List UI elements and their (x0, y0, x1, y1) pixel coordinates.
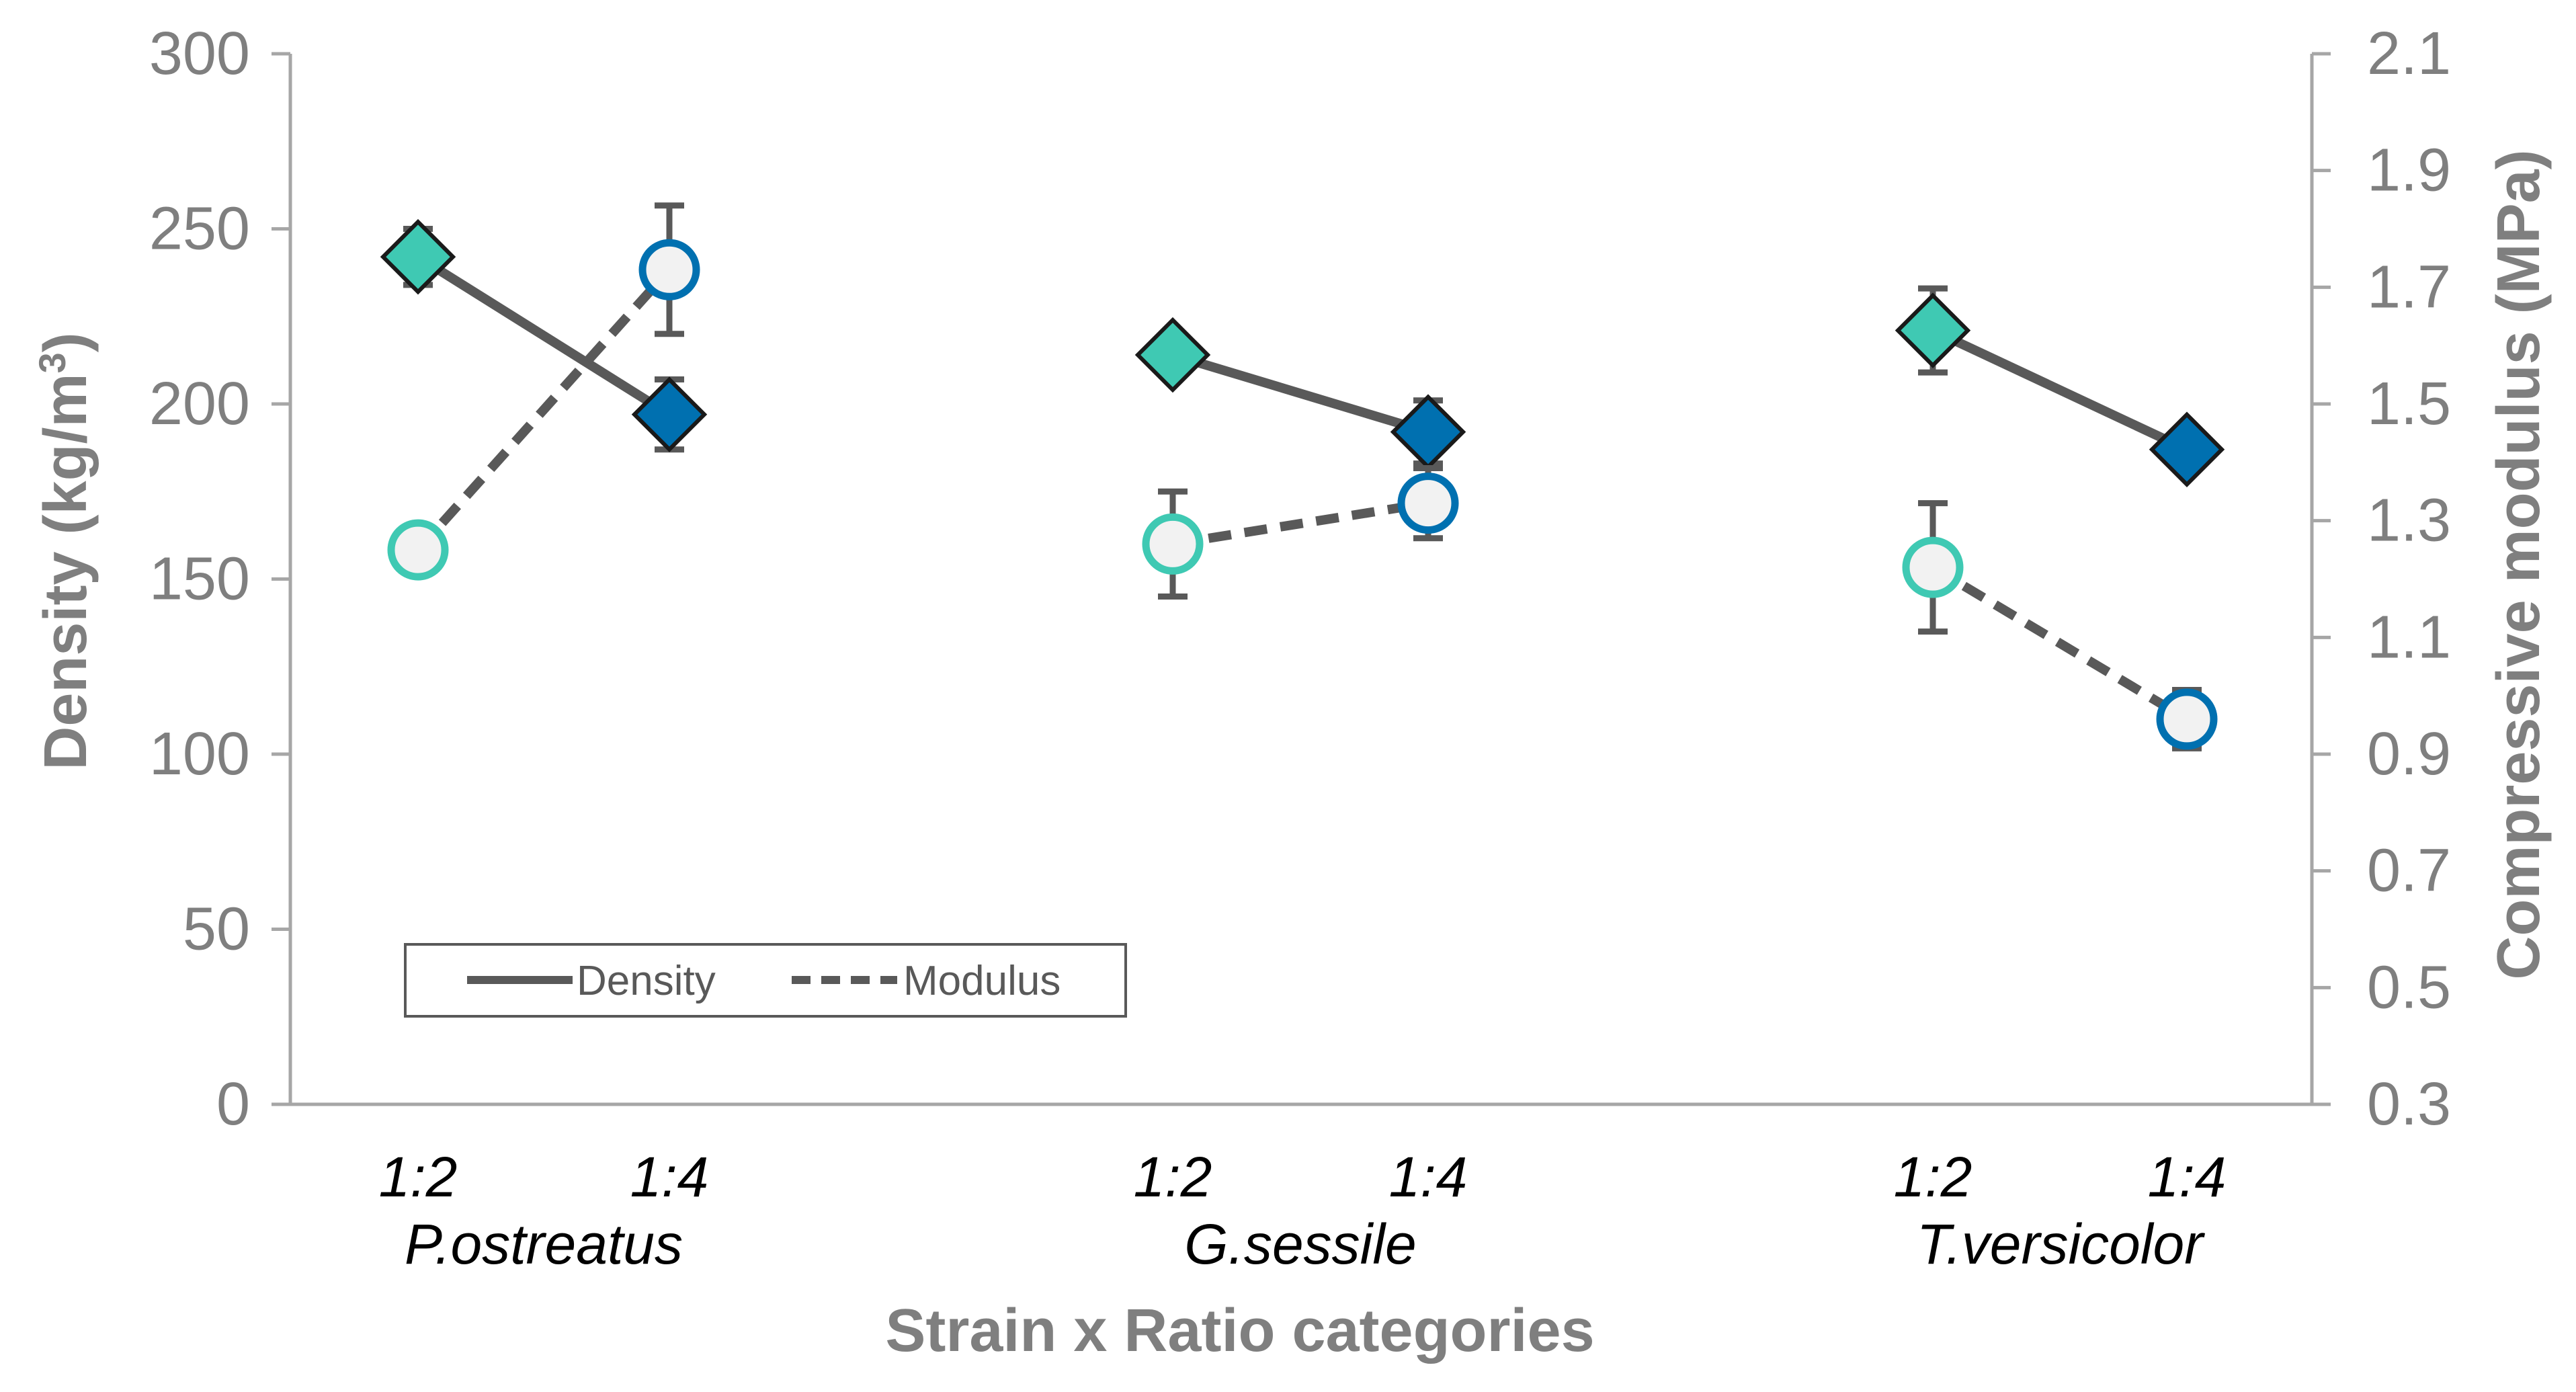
left-tick-label: 250 (149, 196, 250, 263)
modulus-marker (1902, 536, 1964, 598)
right-tick-label: 1.1 (2367, 604, 2451, 671)
density-marker (2149, 411, 2225, 487)
density-series-line (1931, 326, 2189, 454)
legend-density-label: Density (577, 958, 716, 1004)
modulus-marker (1397, 473, 1459, 534)
x-tick-label-ratio: 1:2 (379, 1145, 458, 1209)
x-tick-label-ratio: 1:4 (630, 1145, 709, 1209)
right-tick-label: 1.7 (2367, 253, 2451, 321)
density-series-line (415, 253, 672, 419)
left-tick-label: 0 (216, 1071, 250, 1138)
x-tick-label-ratio: 1:4 (2148, 1145, 2227, 1209)
right-axis-title: Compressive modulus (MPa) (2485, 149, 2552, 979)
density-marker (1134, 317, 1211, 393)
left-axis-title-sup: 3 (31, 352, 73, 373)
x-axis-title: Strain x Ratio categories (885, 1297, 1594, 1364)
x-tick-label-strain: T.versicolor (1917, 1213, 2205, 1276)
x-tick-label-strain: G.sessile (1184, 1213, 1416, 1276)
right-tick-label: 1.5 (2367, 370, 2451, 438)
right-tick-label: 0.9 (2367, 721, 2451, 788)
right-tick-label: 1.9 (2367, 137, 2451, 204)
modulus-marker (2156, 688, 2218, 750)
axes-layer: 0 50 100 150 200 250 300 0.3 0.5 0.7 0.9 1.1 1.3 1.5 1… (149, 20, 2451, 1276)
legend-modulus-label: Modulus (903, 958, 1061, 1004)
modulus-marker (638, 239, 700, 300)
density-marker (631, 376, 708, 452)
x-tick-label-ratio: 1:4 (1389, 1145, 1468, 1209)
right-tick-label: 0.5 (2367, 954, 2451, 1021)
right-tick-label: 1.3 (2367, 487, 2451, 555)
modulus-series-line (414, 266, 673, 553)
legend: Density Modulus (404, 943, 1127, 1018)
density-marker (380, 218, 456, 295)
right-tick-label: 2.1 (2367, 20, 2451, 87)
modulus-series-line (1930, 563, 2190, 723)
left-axis-title-main: Density (kg/m (32, 373, 99, 770)
left-tick-label: 150 (149, 546, 250, 613)
left-tick-label: 200 (149, 370, 250, 438)
left-axis-title: Density (kg/m3) (31, 332, 100, 770)
left-tick-label: 300 (149, 20, 250, 87)
x-tick-label-ratio: 1:2 (1894, 1145, 1972, 1209)
series-layer (380, 202, 2225, 751)
right-tick-label: 0.7 (2367, 837, 2451, 905)
right-tick-label: 0.3 (2367, 1071, 2451, 1138)
modulus-marker (387, 519, 449, 581)
left-tick-label: 50 (183, 896, 250, 963)
density-series-line (1171, 350, 1430, 437)
modulus-marker (1142, 513, 1204, 575)
left-axis-title-close: ) (32, 332, 99, 352)
modulus-series-line (1171, 498, 1429, 549)
x-tick-label-strain: P.ostreatus (405, 1213, 683, 1276)
density-marker (1895, 292, 1971, 368)
left-tick-label: 100 (149, 721, 250, 788)
x-tick-label-ratio: 1:2 (1134, 1145, 1212, 1209)
